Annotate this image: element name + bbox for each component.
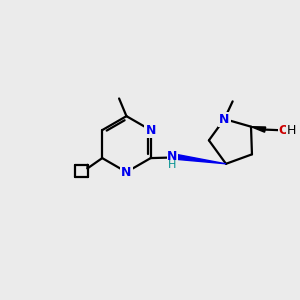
Text: N: N xyxy=(121,166,132,178)
Polygon shape xyxy=(251,127,266,132)
Text: H: H xyxy=(168,160,177,170)
Text: N: N xyxy=(219,112,230,125)
Text: N: N xyxy=(167,150,178,163)
Text: N: N xyxy=(146,124,156,136)
Polygon shape xyxy=(172,154,226,164)
Text: O: O xyxy=(278,124,289,137)
Text: H: H xyxy=(286,124,296,137)
